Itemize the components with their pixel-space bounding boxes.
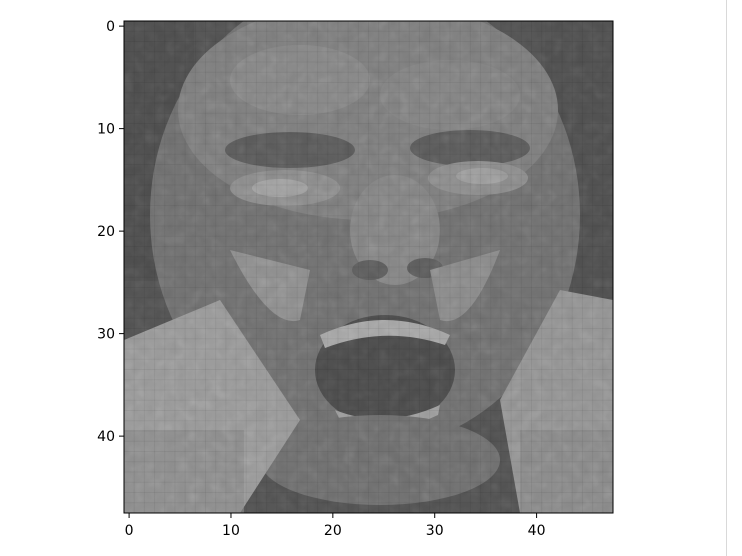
- y-tick-label: 10: [97, 122, 115, 138]
- x-tick-label: 40: [528, 523, 546, 539]
- y-tick-label: 30: [97, 327, 115, 343]
- y-tick-label: 0: [106, 19, 115, 35]
- x-tick-label: 10: [222, 523, 240, 539]
- y-tick-label: 40: [97, 429, 115, 445]
- panel-divider: [726, 0, 727, 556]
- x-tick-label: 0: [125, 523, 134, 539]
- face-image: [124, 21, 613, 513]
- x-tick-label: 30: [426, 523, 444, 539]
- y-axis: 0 10 20 30 40: [97, 19, 124, 445]
- x-tick-label: 20: [324, 523, 342, 539]
- y-tick-label: 20: [97, 224, 115, 240]
- x-axis: 0 10 20 30 40: [125, 513, 546, 539]
- plot-frame: [123, 20, 614, 514]
